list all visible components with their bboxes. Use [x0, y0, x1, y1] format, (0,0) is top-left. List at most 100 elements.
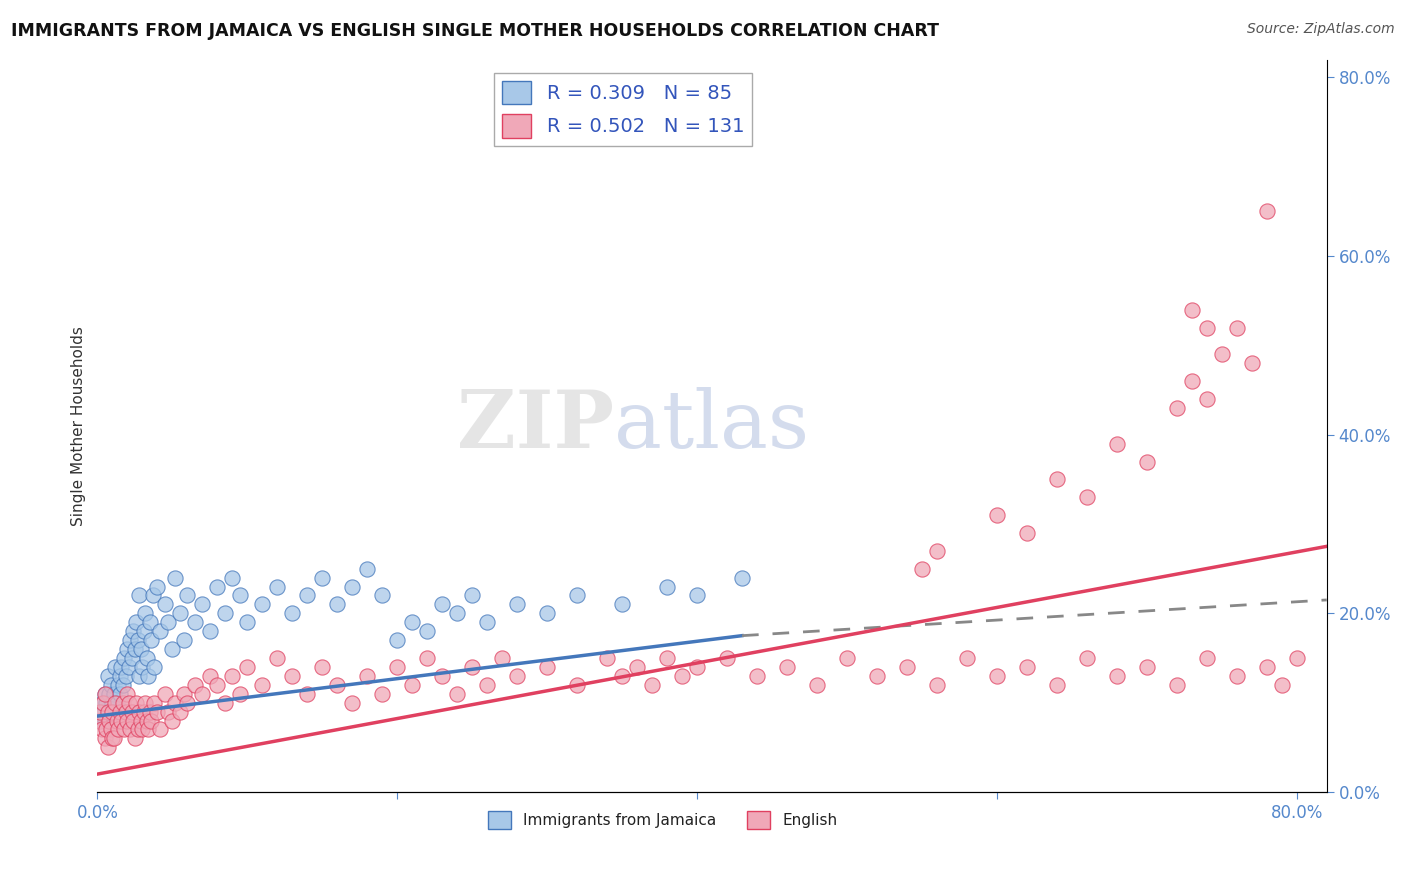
- Point: [117, 687, 139, 701]
- Point: [221, 571, 243, 585]
- Point: [342, 696, 364, 710]
- Point: [297, 589, 319, 603]
- Point: [1256, 204, 1278, 219]
- Point: [191, 598, 214, 612]
- Point: [626, 660, 648, 674]
- Point: [475, 615, 498, 630]
- Text: Source: ZipAtlas.com: Source: ZipAtlas.com: [1247, 22, 1395, 37]
- Point: [146, 705, 169, 719]
- Point: [401, 678, 423, 692]
- Point: [112, 651, 135, 665]
- Point: [236, 660, 259, 674]
- Point: [430, 669, 453, 683]
- Point: [281, 607, 304, 621]
- Point: [207, 678, 229, 692]
- Point: [131, 660, 153, 674]
- Point: [124, 731, 146, 746]
- Point: [121, 705, 143, 719]
- Point: [297, 687, 319, 701]
- Point: [956, 651, 979, 665]
- Point: [1195, 651, 1218, 665]
- Point: [125, 615, 148, 630]
- Point: [122, 714, 145, 728]
- Point: [1240, 356, 1263, 370]
- Point: [146, 580, 169, 594]
- Point: [214, 696, 236, 710]
- Point: [98, 714, 121, 728]
- Point: [142, 589, 165, 603]
- Point: [252, 678, 274, 692]
- Point: [107, 678, 129, 692]
- Point: [100, 723, 122, 737]
- Point: [101, 696, 124, 710]
- Point: [132, 705, 155, 719]
- Point: [108, 669, 131, 683]
- Point: [87, 714, 110, 728]
- Point: [641, 678, 664, 692]
- Legend: Immigrants from Jamaica, English: Immigrants from Jamaica, English: [482, 805, 844, 836]
- Point: [326, 678, 349, 692]
- Point: [97, 669, 120, 683]
- Point: [90, 723, 112, 737]
- Point: [104, 660, 127, 674]
- Point: [105, 696, 128, 710]
- Point: [124, 642, 146, 657]
- Point: [104, 696, 127, 710]
- Point: [198, 669, 221, 683]
- Point: [446, 607, 468, 621]
- Point: [221, 669, 243, 683]
- Point: [311, 660, 333, 674]
- Point: [986, 508, 1008, 522]
- Point: [134, 607, 156, 621]
- Point: [1226, 669, 1249, 683]
- Point: [128, 669, 150, 683]
- Point: [866, 669, 889, 683]
- Point: [97, 705, 120, 719]
- Point: [94, 731, 117, 746]
- Point: [716, 651, 738, 665]
- Point: [127, 723, 149, 737]
- Point: [101, 705, 124, 719]
- Point: [536, 607, 558, 621]
- Point: [596, 651, 619, 665]
- Point: [1195, 392, 1218, 406]
- Point: [1046, 472, 1069, 486]
- Point: [536, 660, 558, 674]
- Point: [101, 705, 124, 719]
- Point: [385, 660, 408, 674]
- Point: [165, 696, 187, 710]
- Point: [112, 723, 135, 737]
- Point: [1136, 454, 1159, 468]
- Point: [506, 598, 529, 612]
- Point: [565, 678, 588, 692]
- Point: [134, 696, 156, 710]
- Point: [266, 651, 288, 665]
- Point: [356, 669, 378, 683]
- Point: [1285, 651, 1308, 665]
- Point: [90, 696, 112, 710]
- Point: [229, 687, 252, 701]
- Point: [127, 633, 149, 648]
- Point: [153, 687, 176, 701]
- Point: [655, 580, 678, 594]
- Point: [475, 678, 498, 692]
- Point: [108, 687, 131, 701]
- Point: [143, 660, 166, 674]
- Y-axis label: Single Mother Households: Single Mother Households: [72, 326, 86, 525]
- Point: [1136, 660, 1159, 674]
- Point: [94, 687, 117, 701]
- Point: [120, 723, 142, 737]
- Point: [252, 598, 274, 612]
- Point: [686, 660, 709, 674]
- Point: [118, 660, 141, 674]
- Text: ZIP: ZIP: [457, 387, 613, 465]
- Point: [128, 589, 150, 603]
- Point: [236, 615, 259, 630]
- Point: [149, 624, 172, 639]
- Point: [1226, 320, 1249, 334]
- Point: [93, 705, 115, 719]
- Point: [1015, 660, 1038, 674]
- Point: [93, 696, 115, 710]
- Point: [1166, 678, 1188, 692]
- Point: [184, 678, 207, 692]
